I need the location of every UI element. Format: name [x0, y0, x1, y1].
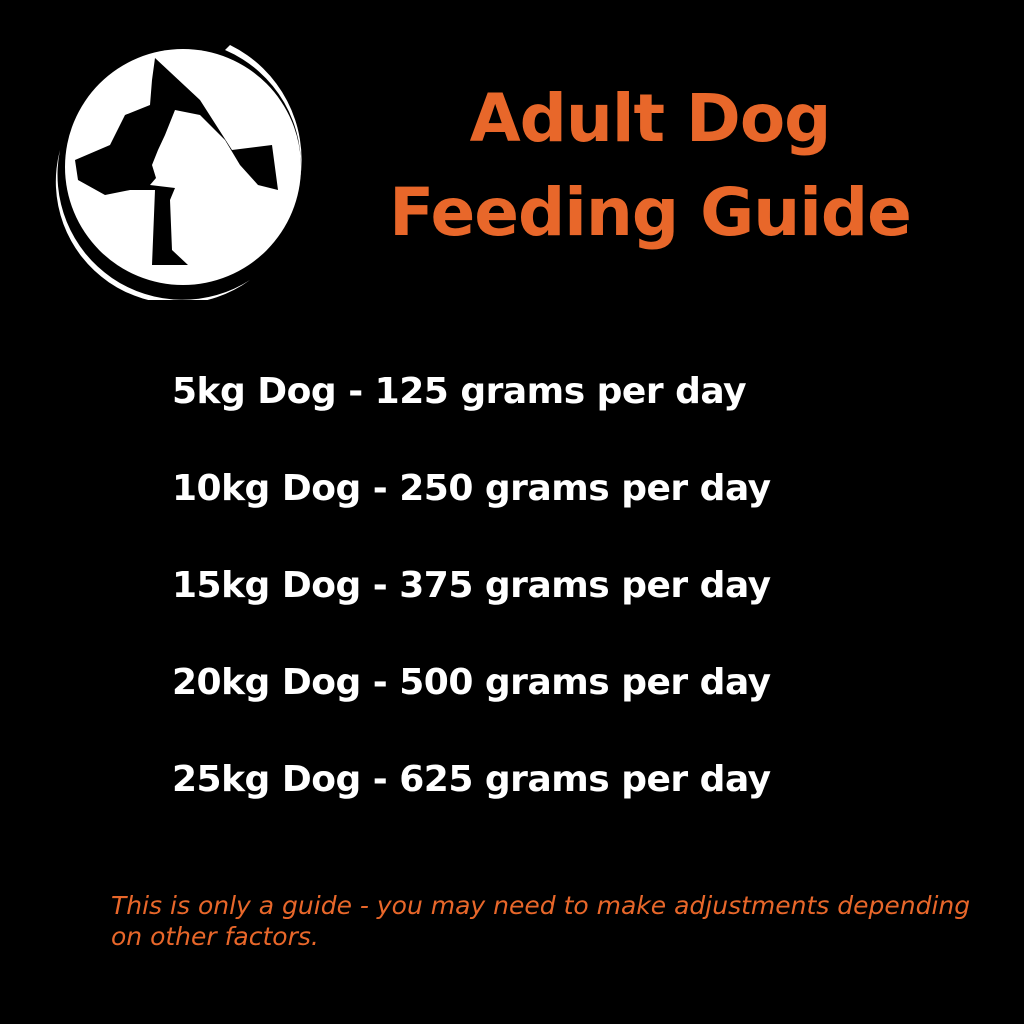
- title-line-1: Adult Dog: [469, 80, 832, 157]
- list-item: 20kg Dog - 500 grams per day: [172, 662, 771, 703]
- list-item: 10kg Dog - 250 grams per day: [172, 468, 771, 509]
- list-item: 15kg Dog - 375 grams per day: [172, 565, 771, 606]
- title-line-2: Feeding Guide: [389, 174, 912, 251]
- dog-cat-logo-icon: [55, 45, 302, 300]
- feeding-guide-list: 5kg Dog - 125 grams per day 10kg Dog - 2…: [172, 362, 771, 847]
- disclaimer-note: This is only a guide - you may need to m…: [111, 891, 971, 951]
- list-item: 25kg Dog - 625 grams per day: [172, 759, 771, 800]
- list-item: 5kg Dog - 125 grams per day: [172, 371, 747, 412]
- page-title: Adult Dog Feeding Guide: [330, 72, 970, 260]
